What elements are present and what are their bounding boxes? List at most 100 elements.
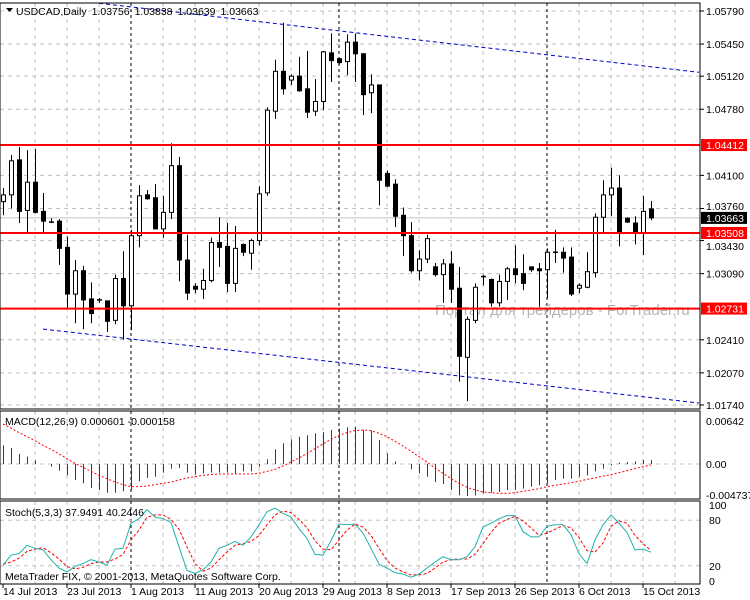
price-line-badge bbox=[701, 302, 747, 315]
candle bbox=[225, 223, 230, 293]
candle-body bbox=[153, 197, 158, 230]
candle-body bbox=[169, 165, 174, 213]
macd-tick-label: -0.004737 bbox=[706, 490, 750, 502]
candle bbox=[545, 248, 550, 298]
candle bbox=[201, 268, 206, 299]
candle-body bbox=[145, 194, 150, 200]
candle bbox=[169, 143, 174, 220]
candle bbox=[505, 266, 510, 300]
candle-body bbox=[17, 159, 22, 212]
stoch-title: Stoch(5,3,3) 37.9491 40.2446 bbox=[5, 507, 144, 519]
price-tick-label: 1.05120 bbox=[706, 71, 744, 83]
candle-body bbox=[105, 300, 110, 322]
candle-body bbox=[121, 278, 126, 307]
candle bbox=[65, 236, 70, 308]
header-info: USDCAD,Daily 1.03756 1.03838 1.03639 1.0… bbox=[6, 6, 259, 18]
candle bbox=[609, 167, 614, 217]
candle bbox=[193, 283, 198, 294]
trendline bbox=[98, 2, 700, 73]
price-tick-label: 1.05450 bbox=[706, 39, 744, 51]
candle-body bbox=[353, 41, 358, 55]
candle bbox=[49, 218, 54, 224]
bid-price-badge bbox=[701, 211, 747, 224]
stoch-tick-label: 80 bbox=[709, 515, 721, 527]
candle-body bbox=[473, 286, 478, 321]
candle bbox=[401, 207, 406, 257]
price-tick-label: 1.05790 bbox=[706, 6, 744, 18]
open-price: 1.03756 bbox=[92, 6, 130, 18]
price-panel-border bbox=[0, 2, 701, 410]
candle-body bbox=[57, 220, 62, 249]
candle bbox=[17, 147, 22, 224]
candle bbox=[265, 107, 270, 196]
candle bbox=[473, 283, 478, 324]
candle-body bbox=[369, 84, 374, 94]
candle bbox=[257, 186, 262, 246]
candle bbox=[537, 262, 542, 307]
collapse-triangle-icon[interactable] bbox=[6, 8, 13, 12]
trendline bbox=[42, 328, 700, 404]
date-label: 20 Aug 2013 bbox=[259, 586, 318, 598]
candle-body bbox=[337, 58, 342, 64]
candle bbox=[161, 195, 166, 238]
price-tick-label: 1.02410 bbox=[706, 335, 744, 347]
date-label: 1 Aug 2013 bbox=[131, 586, 184, 598]
candle bbox=[585, 252, 590, 289]
candle bbox=[313, 79, 318, 117]
candle bbox=[217, 217, 222, 267]
date-label: 23 Jul 2013 bbox=[67, 586, 121, 598]
candle bbox=[25, 150, 30, 232]
copyright: MetaTrader FIX, © 2001-2013, MetaQuotes … bbox=[5, 571, 281, 583]
stoch-tick-label: 100 bbox=[709, 500, 727, 512]
candle-body bbox=[625, 217, 630, 223]
price-line-label: 1.04412 bbox=[706, 140, 744, 152]
candle bbox=[385, 170, 390, 188]
candle bbox=[497, 274, 502, 307]
candle-body bbox=[489, 278, 494, 304]
candle-body bbox=[601, 194, 606, 218]
candle-body bbox=[185, 259, 190, 294]
candle-body bbox=[537, 268, 542, 272]
candle bbox=[145, 189, 150, 200]
candle-body bbox=[321, 51, 326, 102]
price-panel[interactable] bbox=[0, 2, 700, 404]
candle bbox=[369, 74, 374, 114]
macd-tick-label: 0.00 bbox=[706, 459, 727, 471]
candle-body bbox=[449, 263, 454, 290]
candle bbox=[561, 247, 566, 273]
candle-body bbox=[201, 279, 206, 290]
price-tick-label: 1.04100 bbox=[706, 170, 744, 182]
date-label: 11 Aug 2013 bbox=[195, 586, 253, 598]
candle bbox=[97, 297, 102, 303]
candle bbox=[481, 274, 486, 286]
candle bbox=[113, 274, 118, 325]
candle-body bbox=[113, 278, 118, 321]
candle-body bbox=[377, 84, 382, 181]
candle-body bbox=[593, 216, 598, 274]
date-label: 17 Sep 2013 bbox=[451, 586, 511, 598]
candle-body bbox=[465, 318, 470, 358]
candle bbox=[209, 237, 214, 283]
price-tick-label: 1.04780 bbox=[706, 104, 744, 116]
candle-body bbox=[129, 235, 134, 307]
candle-body bbox=[177, 165, 182, 261]
candle-body bbox=[9, 160, 14, 196]
candle bbox=[153, 184, 158, 230]
candle bbox=[577, 283, 582, 294]
candle bbox=[433, 262, 438, 277]
candle-body bbox=[513, 268, 518, 276]
candle bbox=[417, 250, 422, 281]
date-label: 8 Sep 2013 bbox=[387, 586, 441, 598]
candle bbox=[81, 265, 86, 330]
candle-body bbox=[505, 268, 510, 282]
price-tick-label: 1.01740 bbox=[706, 400, 744, 412]
stochastic-panel[interactable] bbox=[0, 507, 700, 578]
macd-panel[interactable] bbox=[0, 423, 700, 496]
candle-body bbox=[281, 70, 286, 90]
candle-body bbox=[225, 245, 230, 284]
candle-body bbox=[497, 280, 502, 304]
candle-body bbox=[569, 256, 574, 295]
watermark: Портал для трейдеров - ForTrader.ru bbox=[435, 302, 690, 319]
candle-body bbox=[609, 187, 614, 196]
